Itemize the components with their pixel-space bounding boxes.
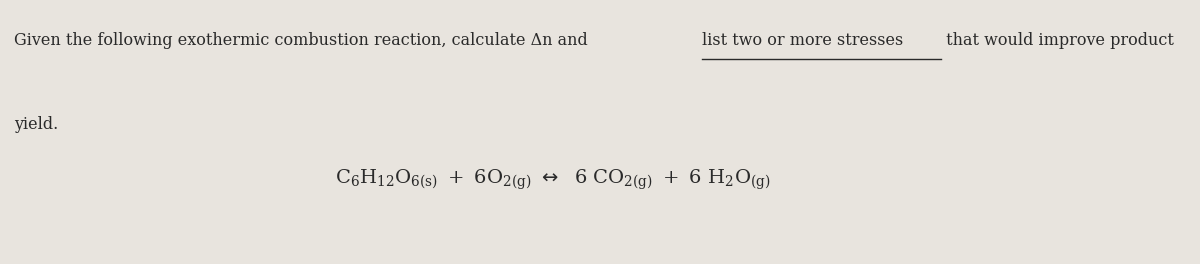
- Text: Given the following exothermic combustion reaction, calculate Δn and: Given the following exothermic combustio…: [14, 32, 593, 49]
- Text: list two or more stresses: list two or more stresses: [702, 32, 904, 49]
- Text: $\mathregular{C_6H_{12}O_{6(s)}}$$\mathregular{\ +\ 6O_{2(g)}}$$\ \leftrightarro: $\mathregular{C_6H_{12}O_{6(s)}}$$\mathr…: [335, 167, 770, 192]
- Text: that would improve product: that would improve product: [941, 32, 1174, 49]
- Text: yield.: yield.: [14, 116, 59, 133]
